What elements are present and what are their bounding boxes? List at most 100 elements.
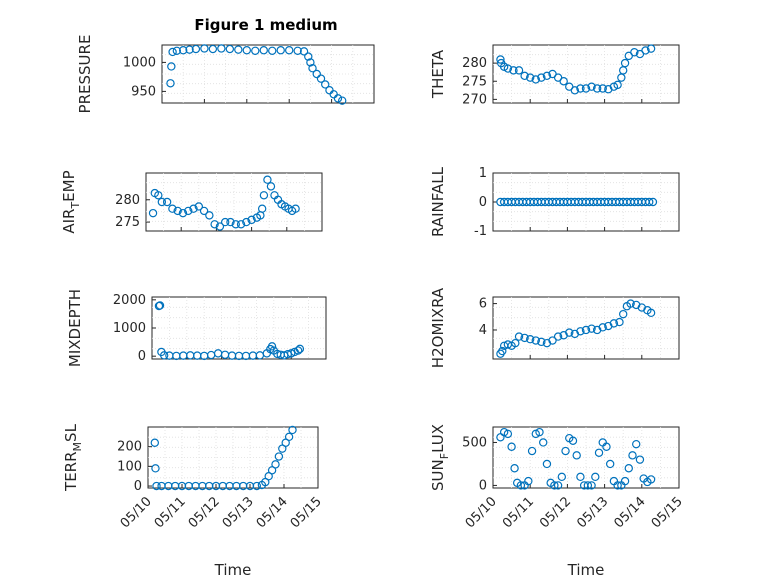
y-tick-label: 1000 — [113, 321, 146, 336]
y-tick-label: 0 — [479, 195, 487, 210]
data-point — [299, 47, 309, 56]
y-tick-label: 2000 — [113, 293, 146, 308]
data-point — [609, 319, 619, 328]
data-point — [266, 182, 276, 191]
data-point — [321, 80, 330, 89]
subplot-pressure: 950 1000 PRESSURE — [76, 35, 375, 114]
data-point — [293, 346, 303, 355]
y-tick-label: 500 — [462, 435, 487, 450]
data-point — [605, 459, 615, 469]
y-tick-label: 275 — [462, 74, 487, 89]
data-point — [592, 84, 602, 93]
y-axis-label: PRESSURE — [76, 35, 94, 114]
data-point — [215, 222, 225, 231]
data-point — [514, 66, 524, 75]
data-point — [208, 44, 218, 54]
data-point — [503, 429, 513, 439]
y-tick-label: 1000 — [123, 55, 156, 70]
subplot-mixdepth: 0 1000 2000 MIXDEPTH — [66, 289, 327, 367]
data-point — [234, 45, 243, 54]
data-point — [576, 472, 585, 482]
x-tick-label: 05/14 — [254, 494, 291, 531]
data-point — [527, 446, 537, 456]
y-axis-label: H2OMIXRA — [429, 287, 447, 368]
data-point — [591, 472, 600, 482]
y-tick-label: 0 — [479, 478, 487, 493]
data-point — [626, 299, 635, 308]
data-point — [274, 452, 284, 461]
data-point — [507, 442, 516, 451]
data-point — [226, 217, 235, 227]
data-point — [231, 220, 240, 229]
x-axis-label: Time — [567, 561, 605, 579]
y-tick-label: 0 — [138, 349, 146, 364]
data-point — [173, 206, 182, 216]
subplot-rainfall: -1 0 1 RAINFALL — [429, 166, 680, 239]
data-point — [210, 220, 219, 229]
data-point — [263, 175, 272, 184]
data-point — [285, 46, 294, 55]
data-point — [184, 206, 193, 216]
y-axis-label: MIXDEPTH — [66, 289, 84, 367]
data-point — [520, 71, 529, 81]
data-point — [520, 333, 529, 343]
x-tick-label: 05/11 — [500, 494, 537, 531]
y-tick-label: -1 — [474, 224, 487, 239]
data-point — [172, 46, 182, 56]
data-point — [535, 427, 544, 437]
y-axis-label: THETA — [429, 49, 447, 99]
data-point — [189, 204, 198, 213]
data-point — [155, 301, 165, 310]
data-point — [526, 73, 535, 82]
data-point — [151, 464, 160, 473]
data-point — [537, 337, 546, 347]
subplot-air_temp: 275 280 AIRTEMP — [60, 170, 323, 234]
data-point — [542, 459, 552, 469]
data-point — [159, 351, 169, 360]
x-tick-label: 05/10 — [463, 494, 500, 531]
data-point — [178, 46, 188, 55]
data-point — [524, 476, 533, 486]
y-tick-label: 280 — [115, 193, 140, 208]
x-axis-label: Time — [214, 561, 252, 579]
data-point — [316, 74, 326, 83]
data-point — [217, 44, 226, 53]
data-point — [620, 58, 630, 68]
data-point — [259, 46, 268, 55]
data-point — [271, 460, 280, 469]
data-point — [602, 442, 611, 451]
data-point — [247, 215, 256, 225]
data-point — [503, 64, 513, 73]
data-point — [251, 46, 260, 56]
data-point — [178, 208, 188, 218]
x-tick-label: 05/12 — [186, 494, 223, 531]
data-point — [516, 481, 526, 490]
data-point — [557, 472, 567, 482]
data-point — [167, 62, 176, 71]
data-point — [531, 336, 540, 345]
data-point — [550, 481, 559, 490]
data-point — [576, 84, 585, 93]
data-point — [288, 425, 297, 435]
data-point — [576, 327, 585, 336]
data-point — [168, 204, 177, 213]
y-tick-label: 100 — [117, 459, 142, 474]
x-tick-label: 05/12 — [537, 494, 574, 531]
data-point — [194, 202, 203, 211]
data-point — [583, 481, 593, 490]
data-point — [613, 80, 622, 90]
data-point — [570, 86, 580, 95]
data-point — [537, 73, 546, 82]
x-tick-label: 05/13 — [220, 494, 257, 531]
x-tick-label: 05/11 — [152, 494, 189, 531]
data-point — [619, 309, 628, 319]
data-point — [236, 220, 246, 229]
data-point — [646, 475, 656, 484]
data-point — [166, 79, 175, 88]
data-point — [598, 323, 607, 332]
data-point — [157, 197, 167, 207]
data-point — [205, 211, 214, 220]
data-point — [295, 344, 305, 354]
data-point — [291, 204, 300, 213]
